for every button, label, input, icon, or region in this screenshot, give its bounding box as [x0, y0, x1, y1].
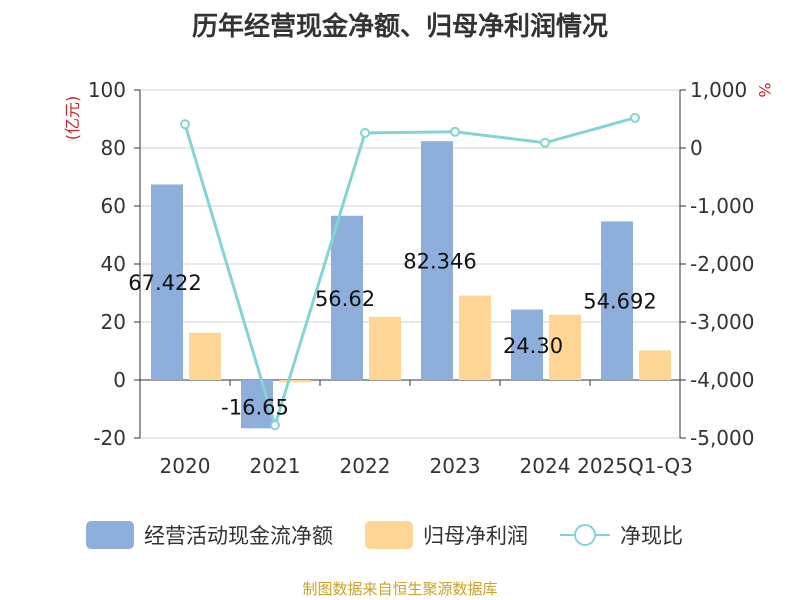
net-profit-bar: [279, 380, 311, 383]
cashflow-bar: [601, 221, 633, 380]
right-tick-label: -5,000: [690, 426, 754, 450]
axes: -20 0 20 40 60 80 100 -5,000 -4,000 -3,000 -2,000 -…: [88, 78, 755, 478]
left-tick-label: 0: [113, 368, 126, 392]
right-axis-unit: %: [755, 82, 774, 97]
cashflow-data-label: 24.30: [503, 334, 563, 358]
right-tick-label: 1,000: [690, 78, 747, 102]
legend: 经营活动现金流净额 归母净利润 净现比: [86, 521, 683, 549]
left-tick-label: 60: [101, 194, 126, 218]
x-tick-label: 2024: [520, 454, 571, 478]
x-tick-label: 2023: [430, 454, 481, 478]
right-tick-label: -2,000: [690, 252, 754, 276]
ratio-point: [360, 127, 370, 138]
cashflow-data-label: -16.65: [221, 395, 289, 419]
left-tick-label: 80: [101, 136, 126, 160]
net-profit-bar: [459, 295, 491, 380]
right-tick-label: -1,000: [690, 194, 754, 218]
ratio-line: [180, 112, 640, 431]
left-axis-unit: (亿元): [63, 96, 82, 141]
ratio-point: [540, 137, 550, 148]
ratio-point: [270, 420, 280, 431]
x-tick-label: 2025Q1-Q3: [577, 454, 693, 478]
x-tick-label: 2020: [160, 454, 211, 478]
net-profit-bar: [189, 332, 221, 380]
legend-label: 归母净利润: [423, 524, 528, 548]
cashflow-bar: [421, 141, 453, 380]
cashflow-data-label: 67.422: [128, 271, 201, 295]
cashflow-data-label: 56.62: [315, 287, 375, 311]
x-tick-label: 2022: [340, 454, 391, 478]
left-tick-label: 40: [101, 252, 126, 276]
cashflow-bar: [151, 184, 183, 380]
right-tick-label: 0: [690, 136, 703, 160]
right-tick-label: -4,000: [690, 368, 754, 392]
legend-swatch: [365, 521, 413, 549]
bars: [151, 141, 671, 429]
chart-title: 历年经营现金净额、归母净利润情况: [191, 12, 608, 42]
bar-labels: 67.422 -16.65 56.62 82.346 24.30 54.692: [128, 250, 656, 420]
cashflow-bar: [511, 309, 543, 380]
legend-swatch: [86, 521, 134, 549]
left-tick-label: -20: [93, 426, 126, 450]
net-profit-bar: [549, 314, 581, 380]
x-tick-label: 2021: [250, 454, 301, 478]
ratio-point: [630, 112, 640, 123]
ratio-point: [180, 119, 190, 130]
net-profit-bar: [639, 350, 671, 380]
cashflow-bar: [331, 215, 363, 380]
legend-label: 经营活动现金流净额: [144, 524, 333, 548]
legend-label: 净现比: [620, 524, 683, 548]
legend-line-marker: [574, 524, 596, 546]
ratio-line-path: [183, 116, 636, 431]
cashflow-data-label: 54.692: [583, 290, 656, 314]
cashflow-data-label: 82.346: [403, 250, 476, 274]
left-tick-label: 100: [88, 78, 126, 102]
left-tick-label: 20: [101, 310, 126, 334]
source-note: 制图数据来自恒生聚源数据库: [302, 580, 498, 598]
ratio-point: [450, 126, 460, 137]
net-profit-bar: [369, 316, 401, 380]
right-tick-label: -3,000: [690, 310, 754, 334]
